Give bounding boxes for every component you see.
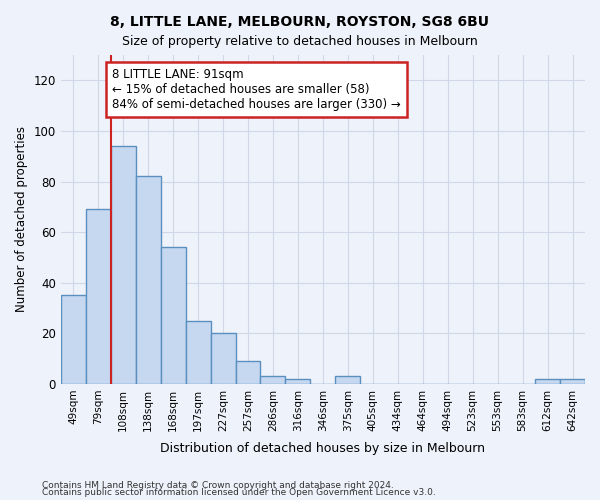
Text: 8, LITTLE LANE, MELBOURN, ROYSTON, SG8 6BU: 8, LITTLE LANE, MELBOURN, ROYSTON, SG8 6… xyxy=(110,15,490,29)
Bar xyxy=(86,210,111,384)
Bar xyxy=(185,320,211,384)
Text: 8 LITTLE LANE: 91sqm
← 15% of detached houses are smaller (58)
84% of semi-detac: 8 LITTLE LANE: 91sqm ← 15% of detached h… xyxy=(112,68,401,110)
Bar xyxy=(111,146,136,384)
Bar xyxy=(286,379,310,384)
Bar xyxy=(236,361,260,384)
Text: Contains HM Land Registry data © Crown copyright and database right 2024.: Contains HM Land Registry data © Crown c… xyxy=(42,480,394,490)
Bar xyxy=(260,376,286,384)
Bar xyxy=(335,376,361,384)
Y-axis label: Number of detached properties: Number of detached properties xyxy=(15,126,28,312)
Bar xyxy=(211,334,236,384)
X-axis label: Distribution of detached houses by size in Melbourn: Distribution of detached houses by size … xyxy=(160,442,485,455)
Bar xyxy=(136,176,161,384)
Text: Contains public sector information licensed under the Open Government Licence v3: Contains public sector information licen… xyxy=(42,488,436,497)
Bar xyxy=(535,379,560,384)
Bar xyxy=(560,379,585,384)
Bar xyxy=(161,248,185,384)
Text: Size of property relative to detached houses in Melbourn: Size of property relative to detached ho… xyxy=(122,35,478,48)
Bar xyxy=(61,296,86,384)
